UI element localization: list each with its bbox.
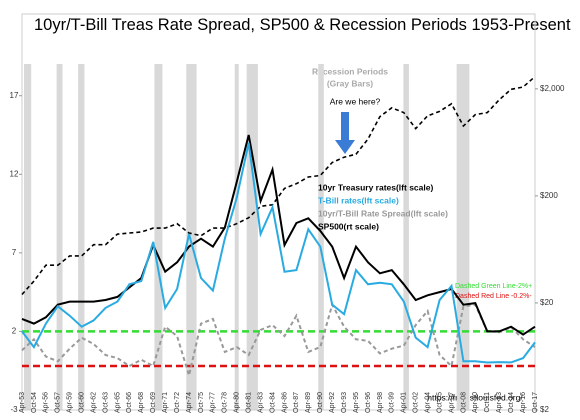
recession-bar: [186, 64, 197, 410]
x-tick-label: Oct-81: [246, 392, 253, 413]
x-tick-label: Oct-84: [269, 392, 276, 413]
series-line: [21, 142, 536, 364]
x-tick-label: Oct-60: [78, 392, 85, 413]
x-tick-label: Apr-62: [90, 392, 97, 413]
x-tick-label: Apr-68: [138, 392, 145, 413]
x-tick-label: Oct-69: [150, 392, 157, 413]
recession-bar: [78, 64, 85, 410]
recession-bar: [154, 64, 163, 410]
x-tick-label: Oct-78: [222, 392, 229, 413]
x-tick-label: Oct-75: [198, 392, 205, 413]
arrow-shaft: [341, 112, 349, 140]
reference-label: Dashed Green Line-2%+: [455, 283, 532, 290]
legend-entry: 10yr/T-Bill Rate Spread(lft scale): [318, 208, 448, 218]
x-tick-label: Apr-56: [43, 392, 50, 413]
y2-tick-label: $2: [540, 405, 549, 414]
recession-bar: [234, 64, 239, 410]
recession-bar: [24, 64, 32, 410]
x-tick-label: Oct-11: [484, 392, 491, 413]
x-tick-label: Oct-08: [460, 392, 467, 413]
x-tick-label: Apr-98: [377, 392, 384, 413]
x-tick-label: Apr-53: [19, 392, 26, 413]
recession-bar: [56, 64, 63, 410]
x-tick-label: Oct-99: [389, 392, 396, 413]
x-tick-label: Apr-95: [353, 392, 360, 413]
legend-entry: 10yr Treasury rates(lft scale): [318, 182, 433, 192]
y-tick-label: 17: [10, 91, 19, 100]
y2-tick-label: $200: [540, 191, 558, 200]
source: https://fred.stlouisfed.org/: [427, 392, 523, 402]
y-tick-label: 12: [10, 169, 19, 178]
x-tick-label: Apr-59: [67, 392, 74, 413]
x-tick-label: Apr-71: [162, 392, 169, 413]
x-tick-label: Apr-04: [424, 392, 431, 413]
x-tick-label: Oct-63: [102, 392, 109, 413]
x-tick-label: Apr-13: [496, 392, 503, 413]
series-line: [21, 75, 536, 296]
recession-bar: [318, 64, 324, 410]
x-tick-label: Apr-65: [114, 392, 121, 413]
recession-bar: [403, 64, 409, 410]
x-tick-label: Oct-72: [174, 392, 181, 413]
x-tick-label: Apr-86: [281, 392, 288, 413]
recession-note: Recession Periods: [312, 66, 388, 76]
y2-tick-label: $2,000: [540, 84, 565, 93]
x-tick-label: Apr-74: [186, 392, 193, 413]
y2-tick-label: $20: [540, 298, 554, 307]
chart-title: 10yr/T-Bill Treas Rate Spread, SP500 & R…: [34, 16, 571, 34]
y-tick-label: -3: [10, 405, 18, 414]
x-tick-label: Apr-80: [234, 392, 241, 413]
x-tick-label: Apr-77: [210, 392, 217, 413]
x-tick-label: Apr-89: [305, 392, 312, 413]
legend-entry: SP500(rt scale): [318, 221, 379, 231]
x-tick-label: Oct-14: [508, 392, 515, 413]
x-tick-label: Oct-96: [365, 392, 372, 413]
x-tick-label: Apr-16: [520, 392, 527, 413]
x-tick-label: Oct-54: [31, 392, 38, 413]
x-tick-label: Oct-87: [293, 392, 300, 413]
x-tick-label: Oct-05: [436, 392, 443, 413]
x-tick-label: Oct-66: [126, 392, 133, 413]
recession-note: (Gray Bars): [327, 78, 373, 88]
x-tick-label: Apr-10: [472, 392, 479, 413]
x-tick-label: Oct-02: [413, 392, 420, 413]
x-tick-label: Oct-90: [317, 392, 324, 413]
plot-frame: [21, 13, 536, 411]
legend-entry: T-Bill rates(lft scale): [318, 195, 399, 205]
y-tick-label: 2: [12, 327, 17, 336]
recession-bar: [246, 64, 258, 410]
x-tick-label: Apr-01: [401, 392, 408, 413]
x-tick-label: Oct-17: [532, 392, 539, 413]
x-tick-label: Apr-07: [448, 392, 455, 413]
x-tick-label: Oct-57: [55, 392, 62, 413]
x-tick-label: Apr-83: [257, 392, 264, 413]
reference-label: Dashed Red Line -0.2%-: [455, 293, 532, 300]
series-line: [21, 302, 536, 380]
y-tick-label: 7: [12, 248, 17, 257]
x-tick-label: Apr-92: [329, 392, 336, 413]
x-tick-label: Oct-93: [341, 392, 348, 413]
arrow-head: [335, 140, 355, 154]
annotation: Are we here?: [330, 96, 381, 106]
